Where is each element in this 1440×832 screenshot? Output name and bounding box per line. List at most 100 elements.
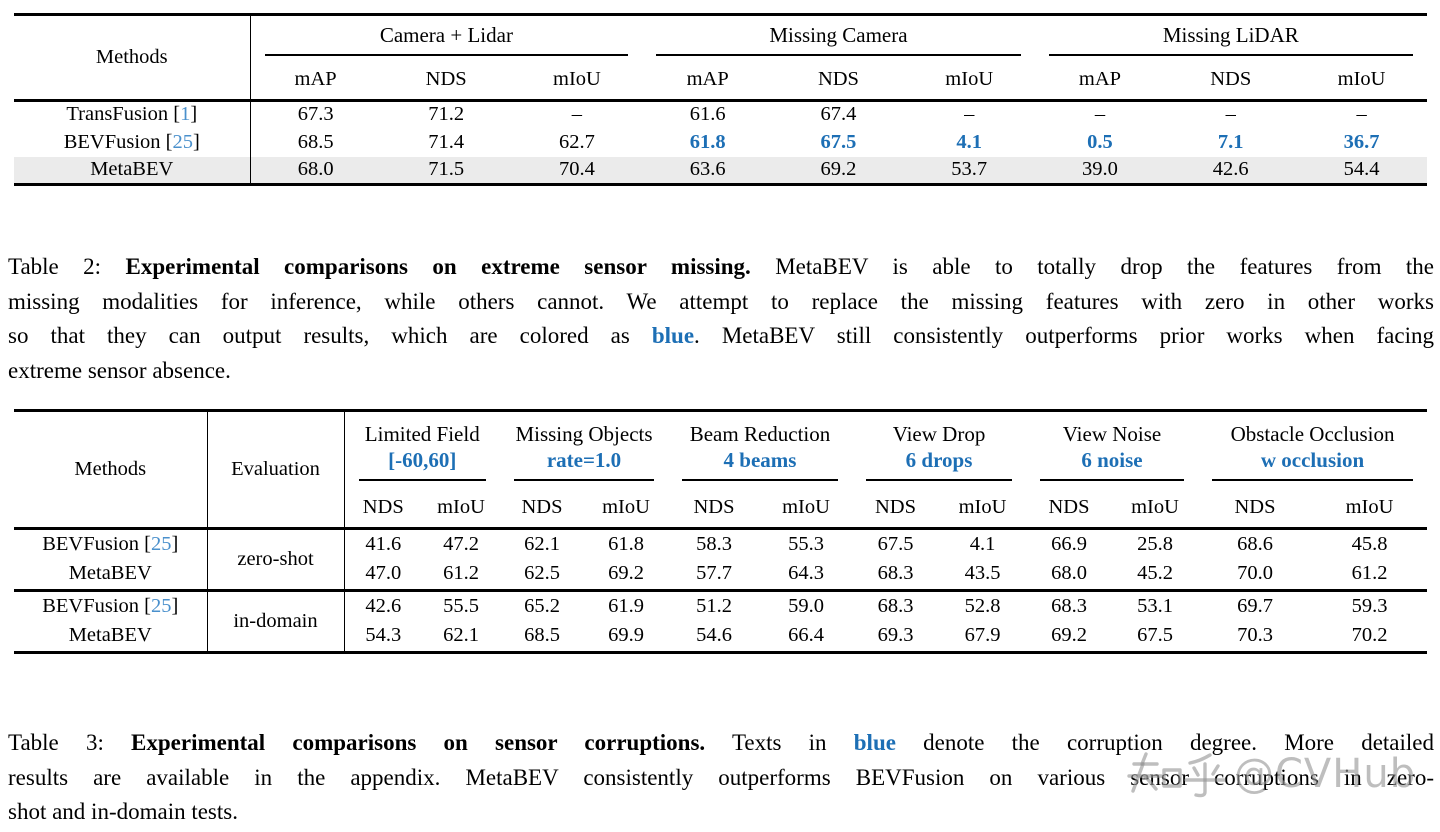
caption-segment: . MetaBEV still consistently outperforms…	[694, 323, 1434, 349]
group-header-limited-field: Limited Field [-60,60]	[344, 411, 500, 489]
metric-value: 47.0	[365, 562, 402, 585]
metric-value: 61.8	[608, 532, 644, 555]
metric-value: 66.4	[788, 624, 824, 647]
table-extreme-sensor-missing: Methods Camera + Lidar Missing Camera Mi…	[14, 13, 1427, 186]
metric-value: 55.3	[788, 532, 824, 555]
caption-segment: extreme sensor absence.	[8, 357, 231, 383]
method-name: BEVFusion [25]	[14, 590, 208, 622]
col-header-nds: NDS	[1234, 495, 1276, 518]
method-name: MetaBEV	[14, 156, 251, 185]
evaluation-label: in-domain	[207, 590, 345, 653]
group-header-camera-lidar: Camera + Lidar	[250, 15, 642, 61]
metric-value: 71.4	[428, 130, 465, 153]
table-row: MetaBEV 54.3 62.1 68.5 69.9 54.6 66.4 69.3 67.9 6…	[14, 621, 1427, 653]
metric-value: –	[1094, 103, 1106, 126]
caption-line: Table 3: Experimental comparisons on sen…	[8, 726, 1434, 761]
metric-value: 70.4	[558, 157, 595, 180]
metric-value: 71.2	[428, 103, 465, 126]
metric-value: 68.0	[1051, 562, 1087, 585]
caption-segment: Table 3:	[8, 730, 132, 755]
caption-line: shot and in-domain tests.	[8, 795, 1434, 830]
metric-value: –	[964, 103, 975, 126]
group-label: Beam Reduction	[689, 421, 831, 446]
metric-value: 68.3	[877, 594, 914, 617]
table3-caption: Table 3: Experimental comparisons on sen…	[8, 726, 1434, 830]
metric-value: 59.3	[1351, 594, 1388, 617]
corruption-degree: 4 beams	[723, 447, 797, 472]
corruption-degree: rate=1.0	[546, 447, 622, 472]
metric-value: 62.7	[558, 130, 595, 153]
metric-value: 7.1	[1217, 130, 1244, 153]
table3-header: Methods Evaluation Limited Field [-60,60…	[14, 410, 1428, 529]
table2-header: Methods Camera + Lidar Missing Camera Mi…	[14, 14, 1427, 101]
metric-value: 42.6	[1212, 157, 1249, 180]
method-name: MetaBEV	[14, 559, 208, 591]
metric-value: 45.2	[1137, 562, 1173, 585]
caption-line: Table 2: Experimental comparisons on ext…	[8, 250, 1434, 285]
group-label: View Noise	[1062, 421, 1162, 446]
col-header-map: mAP	[294, 67, 337, 90]
col-header-miou: mIoU	[1337, 67, 1386, 90]
col-header-nds: NDS	[425, 67, 467, 90]
method-name: MetaBEV	[14, 621, 208, 653]
citation-ref: 25	[172, 130, 193, 153]
metric-value: 68.5	[524, 624, 560, 647]
col-header-miou: mIoU	[437, 495, 485, 518]
col-header-miou: mIoU	[1345, 495, 1394, 518]
group-label: Limited Field	[364, 421, 480, 446]
metric-value: 71.5	[428, 157, 465, 180]
metric-value: 47.2	[443, 532, 479, 555]
citation-ref: 1	[180, 103, 191, 126]
col-header-methods: Methods	[14, 410, 208, 529]
group-label: Missing Objects	[515, 421, 653, 446]
metric-value: 62.5	[524, 562, 560, 585]
caption-line: so that they can output results, which a…	[8, 319, 1434, 354]
metric-value: 61.6	[689, 103, 726, 126]
metric-value: –	[1225, 103, 1236, 126]
metric-value: 69.2	[608, 562, 644, 585]
metric-value: 54.4	[1343, 157, 1380, 180]
metric-value: 52.8	[964, 594, 1001, 617]
col-header-nds: NDS	[521, 495, 563, 518]
group-header-view-noise: View Noise 6 noise	[1026, 411, 1198, 489]
table-row: BEVFusion [25] in-domain 42.6 55.5 65.2 61.9 5…	[14, 590, 1427, 653]
caption-segment: blue	[853, 730, 896, 755]
metric-value: 68.6	[1237, 532, 1273, 555]
method-name: BEVFusion [25]	[14, 128, 251, 157]
caption-segment: results are available in the appendix. M…	[8, 764, 1434, 790]
metric-value: 67.4	[820, 103, 857, 126]
caption-segment: Table 2:	[8, 254, 126, 279]
caption-segment: Experimental comparisons on sensor corru…	[131, 730, 706, 755]
col-header-nds: NDS	[817, 67, 859, 90]
metric-value: 0.5	[1087, 130, 1113, 153]
corruption-degree: w occlusion	[1260, 447, 1365, 472]
metric-value: 64.3	[788, 562, 824, 585]
metric-value: 54.6	[696, 624, 732, 647]
metric-value: 43.5	[964, 562, 1001, 585]
metric-value: 53.1	[1137, 594, 1173, 617]
group-label: Missing LiDAR	[1162, 22, 1299, 47]
metric-value: 68.3	[877, 562, 914, 585]
group-header-missing-objects: Missing Objects rate=1.0	[500, 411, 668, 489]
col-header-nds: NDS	[874, 495, 916, 518]
table2-caption: Table 2: Experimental comparisons on ext…	[8, 250, 1434, 388]
col-header-methods: Methods	[14, 14, 251, 101]
group-label: Missing Camera	[769, 22, 908, 47]
group-label: View Drop	[892, 421, 986, 446]
metric-value: –	[1356, 103, 1367, 126]
col-header-evaluation: Evaluation	[207, 410, 345, 529]
metric-value: 66.9	[1051, 532, 1087, 555]
col-header-map: mAP	[1078, 67, 1122, 90]
corruption-degree: [-60,60]	[388, 447, 457, 472]
metric-value: 67.3	[297, 103, 334, 126]
caption-segment: shot and in-domain tests.	[8, 799, 238, 825]
metric-value: 70.2	[1351, 624, 1388, 647]
citation-ref: 25	[150, 594, 172, 617]
col-header-miou: mIoU	[1131, 495, 1179, 518]
metric-value: 58.3	[696, 532, 732, 555]
metric-value: 61.2	[443, 562, 479, 585]
col-header-miou: mIoU	[602, 495, 650, 518]
col-header-miou: mIoU	[553, 67, 601, 90]
col-header-nds: NDS	[1048, 495, 1090, 518]
col-header-map: mAP	[686, 67, 729, 90]
